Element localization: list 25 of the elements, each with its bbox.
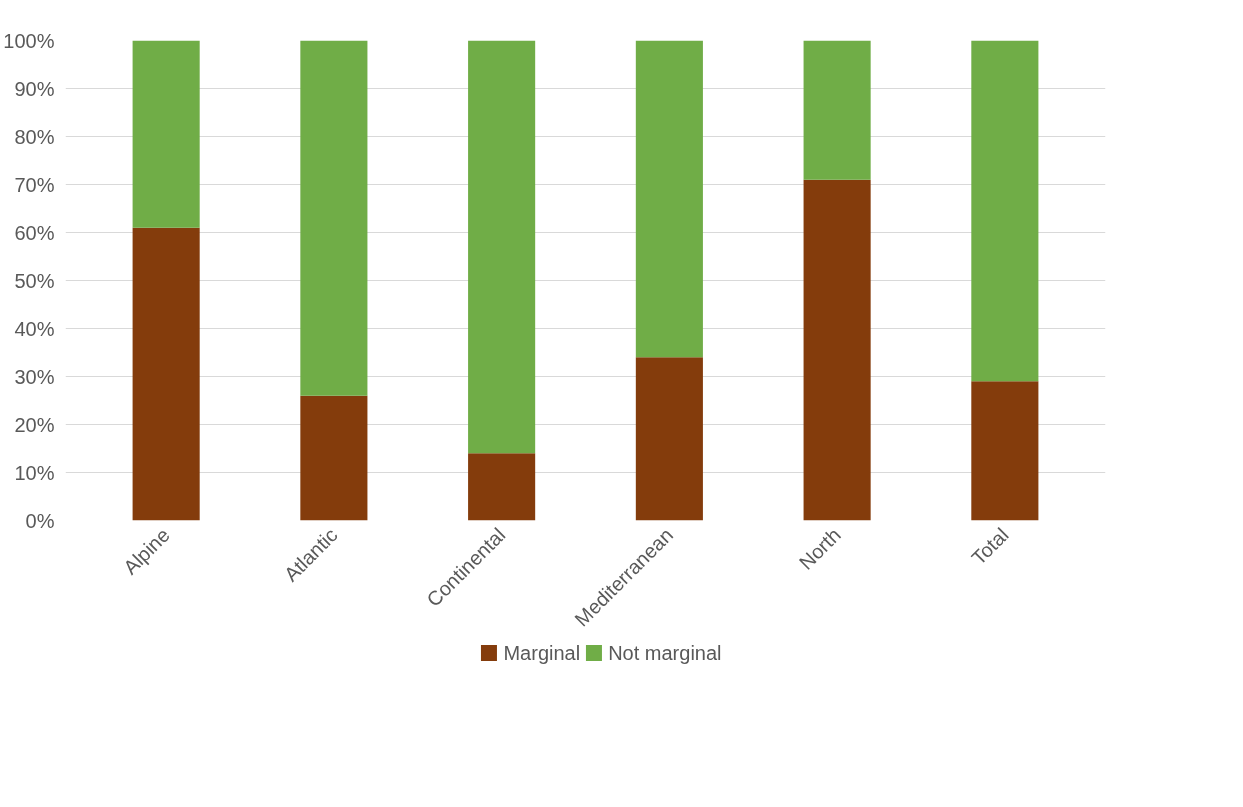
bar [803,40,871,180]
bar [468,453,536,521]
bar [300,40,368,396]
y-tick-label: 100% [3,29,55,52]
bar [635,40,703,358]
y-tick-label: 90% [14,77,55,100]
bar [132,227,200,521]
y-tick-label: 50% [14,269,55,292]
bar [971,381,1039,521]
legend-label: Marginal [503,641,581,664]
y-tick-label: 10% [14,461,55,484]
bar [971,40,1039,382]
y-tick-label: 20% [14,413,55,436]
y-tick-label: 40% [14,317,55,340]
y-tick-label: 30% [14,365,55,388]
bar [300,395,368,521]
bar [803,179,871,521]
y-tick-label: 70% [14,173,55,196]
y-tick-label: 0% [25,509,55,532]
y-tick-label: 60% [14,221,55,244]
bar [468,40,536,454]
bar [635,357,703,521]
legend-label: Not marginal [608,641,722,664]
y-tick-label: 80% [14,125,55,148]
bar [132,40,200,228]
